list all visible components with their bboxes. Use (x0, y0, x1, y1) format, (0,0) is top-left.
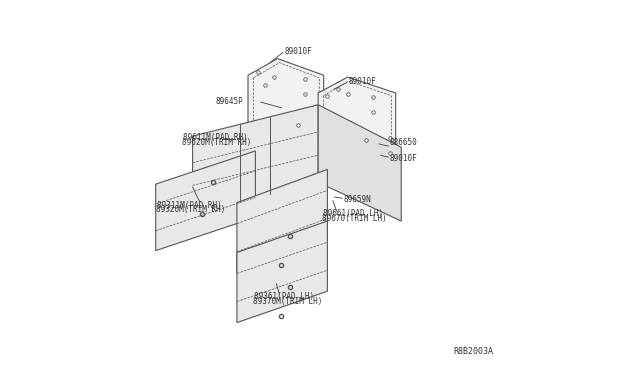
Text: 89311M(PAD RH): 89311M(PAD RH) (157, 201, 221, 210)
Polygon shape (237, 169, 328, 273)
Text: 89010F: 89010F (348, 77, 376, 86)
Text: 89010F: 89010F (389, 154, 417, 163)
Polygon shape (248, 59, 324, 140)
Text: R8B2003A: R8B2003A (454, 347, 493, 356)
Text: 886650: 886650 (389, 138, 417, 147)
Text: 89661(PAD LH): 89661(PAD LH) (323, 209, 383, 218)
Polygon shape (318, 105, 401, 221)
Text: 89370M(TRIM LH): 89370M(TRIM LH) (253, 297, 322, 306)
Text: 89010F: 89010F (284, 47, 312, 56)
Polygon shape (156, 151, 255, 251)
Text: 89320M(TRIM RH): 89320M(TRIM RH) (156, 205, 225, 215)
Text: 89670(TRIM LH): 89670(TRIM LH) (322, 214, 387, 223)
Text: 89361(PAD LH): 89361(PAD LH) (254, 292, 314, 301)
Polygon shape (237, 221, 328, 323)
Text: 89645P: 89645P (216, 97, 243, 106)
Text: 89611M(PAD RH): 89611M(PAD RH) (182, 133, 248, 142)
Text: 89659N: 89659N (343, 195, 371, 204)
Text: 89620M(TRIM RH): 89620M(TRIM RH) (182, 138, 251, 147)
Polygon shape (318, 77, 396, 160)
Polygon shape (193, 105, 318, 212)
